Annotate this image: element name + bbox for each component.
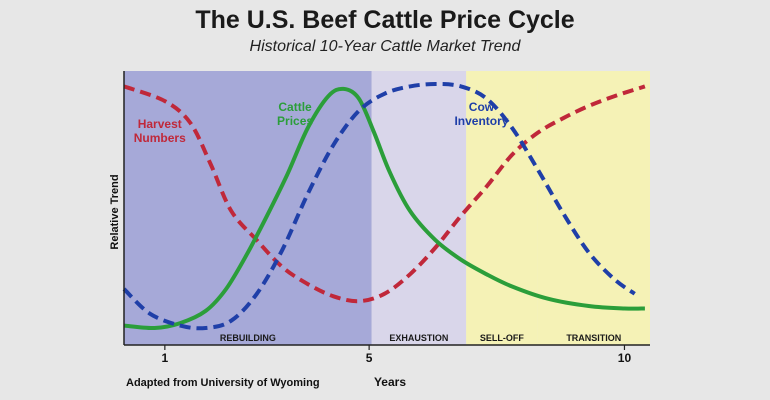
phase-label-sell-off: SELL-OFF xyxy=(480,333,524,343)
x-axis-label: Years xyxy=(374,375,406,389)
x-tick-label-5: 5 xyxy=(366,351,373,365)
x-tick-label-1: 1 xyxy=(162,351,169,365)
series-label-cow-inventory: Cow Inventory xyxy=(454,100,508,128)
phase-band-exhaustion xyxy=(371,71,467,345)
y-axis-label: Relative Trend xyxy=(109,174,121,249)
phase-label-transition: TRANSITION xyxy=(566,333,621,343)
phase-label-exhaustion: EXHAUSTION xyxy=(389,333,448,343)
phase-band-rebuilding xyxy=(124,71,372,345)
chart-title: The U.S. Beef Cattle Price Cycle xyxy=(195,6,575,34)
series-label-harvest-numbers: Harvest Numbers xyxy=(134,117,186,145)
series-line-cattle-prices xyxy=(123,86,645,331)
chart-subtitle: Historical 10-Year Cattle Market Trend xyxy=(249,38,521,55)
phase-label-rebuilding: REBUILDING xyxy=(220,333,276,343)
series-line-cow-inventory xyxy=(122,82,636,331)
series-label-cattle-prices: Cattle Prices xyxy=(277,100,313,128)
x-tick-label-10: 10 xyxy=(618,351,632,365)
source-note: Adapted from University of Wyoming xyxy=(126,377,320,389)
series-line-harvest-numbers xyxy=(123,84,646,304)
phase-band-transition xyxy=(537,71,650,345)
